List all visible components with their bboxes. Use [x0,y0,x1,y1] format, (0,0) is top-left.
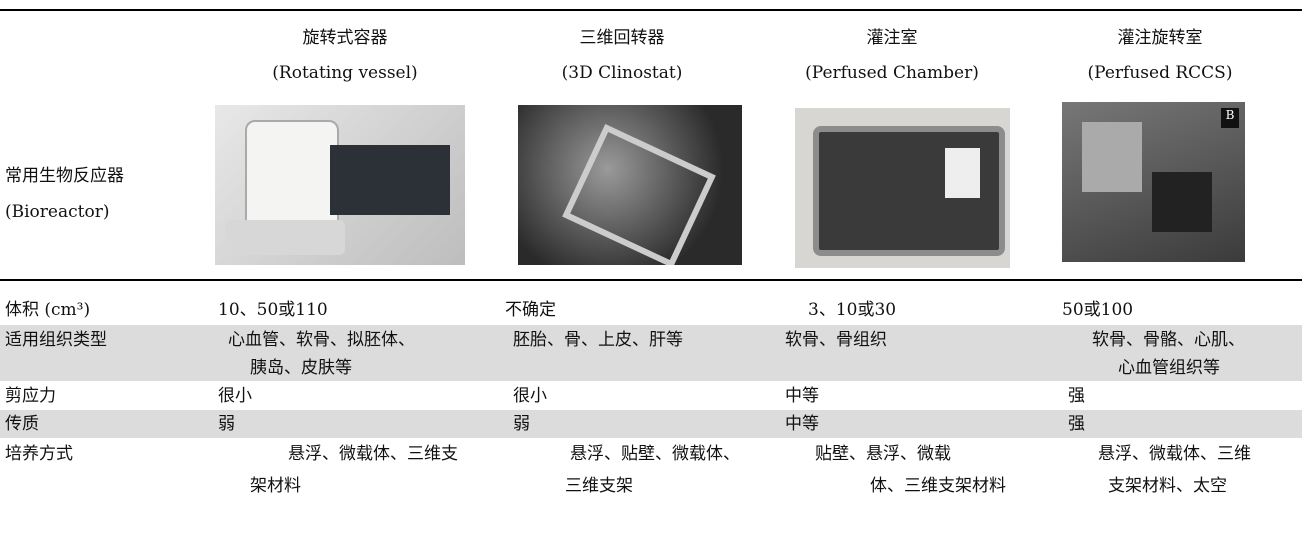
cell-text: 胚胎、骨、上皮、肝等 [513,330,683,350]
cell-text: 50或100 [1062,300,1134,320]
row-label: 常用生物反应器 [5,166,124,186]
cell-text: 悬浮、微载体、三维支 [288,444,458,464]
base [225,220,345,255]
controller [330,145,450,215]
cell-text: 胰岛、皮肤等 [250,358,352,378]
row-label: 适用组织类型 [5,330,107,350]
cell-text: 弱 [218,414,235,434]
cell-text: 中等 [785,414,819,434]
cell-text: 软骨、骨骼、心肌、 [1092,330,1245,350]
row-label-en: (Bioreactor) [5,202,110,222]
column-title: 灌注旋转室 [1117,28,1203,48]
row-label: 体积 (cm³) [5,300,91,320]
cell-text: 贴壁、悬浮、微载 [815,444,951,464]
column-subtitle: (Perfused Chamber) [805,63,979,83]
column-title: 灌注室 [866,28,918,48]
row-shade [0,410,1302,438]
photo-chamber [795,108,1010,268]
cell-text: 弱 [513,414,530,434]
device [1152,172,1212,232]
cell-text: 很小 [218,386,252,406]
label [945,148,980,198]
top-rule [0,9,1302,11]
row-label: 培养方式 [5,444,73,464]
column-title: 三维回转器 [579,28,665,48]
photo-rccs: B [1062,102,1245,262]
cell-text: 心血管、软骨、拟胚体、 [228,330,415,350]
cell-text: 3、10或30 [808,300,897,320]
cell-text: 架材料 [250,476,301,496]
row-label: 剪应力 [5,386,56,406]
cell-text: 强 [1068,414,1085,434]
cell-text: 悬浮、贴壁、微载体、 [570,444,740,464]
column-subtitle: (Perfused RCCS) [1087,63,1233,83]
frame [562,123,716,265]
pumps [1082,122,1142,192]
photo-clinostat [518,105,742,265]
column-subtitle: (Rotating vessel) [272,63,418,83]
panel-tag: B [1221,108,1239,128]
cell-text: 体、三维支架材料 [870,476,1006,496]
cell-text: 软骨、骨组织 [785,330,887,350]
photo-rotating-vessel [215,105,465,265]
column-title: 旋转式容器 [302,28,388,48]
row-label: 传质 [5,414,39,434]
row-shade [0,325,1302,381]
mid-rule [0,279,1302,281]
cell-text: 中等 [785,386,819,406]
cell-text: 不确定 [505,300,556,320]
cell-text: 支架材料、太空 [1108,476,1227,496]
cell-text: 很小 [513,386,547,406]
column-subtitle: (3D Clinostat) [561,63,683,83]
cell-text: 三维支架 [565,476,633,496]
cell-text: 悬浮、微载体、三维 [1098,444,1251,464]
cell-text: 强 [1068,386,1085,406]
vessel [245,120,339,234]
cell-text: 10、50或110 [218,300,328,320]
cell-text: 心血管组织等 [1118,358,1220,378]
